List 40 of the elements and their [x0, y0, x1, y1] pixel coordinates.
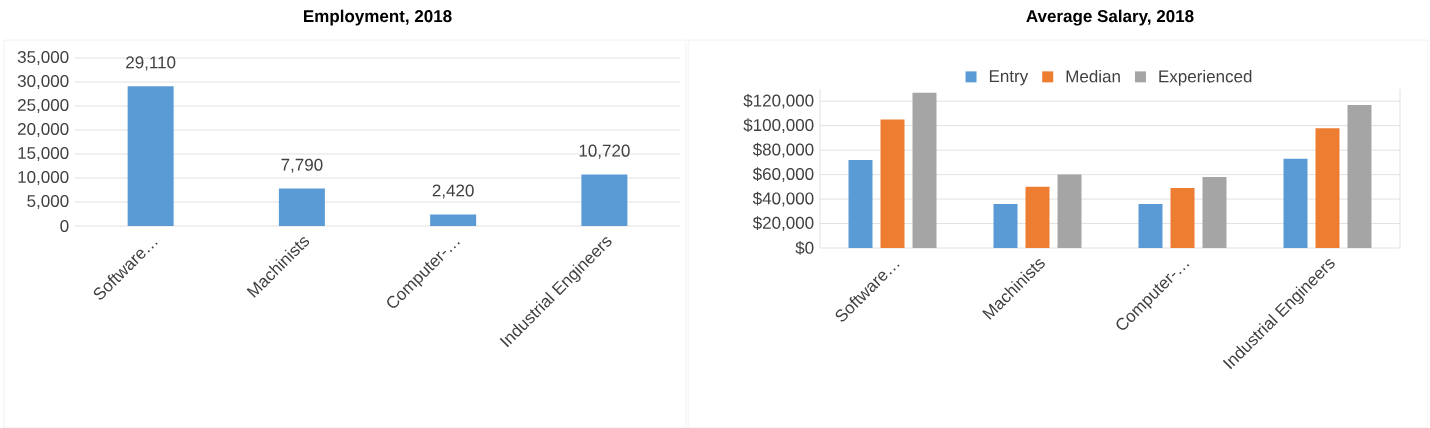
bar: [1025, 186, 1050, 248]
bar: [430, 214, 477, 226]
bar: [127, 86, 174, 226]
data-label: 29,110: [126, 56, 176, 71]
legend-label: Entry: [989, 70, 1029, 86]
y-tick-label: $100,000: [743, 118, 814, 134]
bar: [1057, 174, 1082, 248]
y-tick-label: $20,000: [752, 216, 814, 231]
legend-label: Median: [1066, 69, 1120, 83]
data-label: 7,790: [281, 158, 323, 173]
y-tick-label: $0: [795, 241, 814, 255]
y-tick-label: 30,000: [17, 74, 69, 90]
bar: [912, 92, 937, 248]
bar: [1347, 104, 1372, 248]
bar: [1315, 128, 1340, 248]
y-tick-label: 10,000: [18, 170, 69, 186]
bar: [278, 188, 325, 226]
bar: [880, 119, 905, 248]
y-tick-label: 35,000: [17, 50, 69, 66]
chart-title: Employment, 2018: [304, 9, 452, 26]
bar: [1202, 177, 1227, 248]
data-label: 2,420: [432, 184, 474, 199]
y-tick-label: 0: [60, 219, 69, 233]
y-tick-label: 5,000: [27, 194, 69, 210]
bar: [1283, 158, 1308, 248]
y-tick-label: 15,000: [18, 146, 69, 162]
y-tick-label: $40,000: [752, 191, 814, 207]
chart-title: Average Salary, 2018: [1026, 9, 1194, 26]
y-tick-label: 25,000: [18, 98, 69, 114]
y-tick-label: 20,000: [18, 122, 69, 138]
bar: [1170, 188, 1195, 248]
y-tick-label: $80,000: [752, 142, 814, 158]
bar: [581, 174, 628, 226]
y-tick-label: $120,000: [743, 93, 814, 109]
legend-label: Experienced: [1159, 69, 1252, 86]
data-label: 10,720: [579, 144, 630, 159]
bar: [1138, 203, 1163, 248]
bar: [848, 159, 873, 248]
y-tick-label: $60,000: [752, 167, 814, 182]
bar: [993, 203, 1018, 248]
